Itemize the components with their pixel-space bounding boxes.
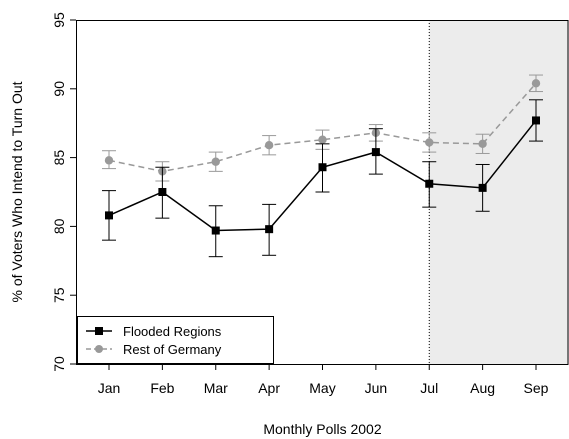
data-point: [531, 79, 541, 88]
legend-box: [77, 316, 274, 364]
data-point: [158, 188, 167, 196]
y-axis: 70 75 80 85 90 95: [51, 12, 76, 372]
y-tick-label-70: 70: [51, 356, 67, 372]
legend-marker: [95, 327, 103, 335]
y-tick-label-85: 85: [51, 150, 67, 166]
x-tick-label-Apr: Apr: [258, 380, 280, 396]
data-point: [265, 225, 274, 234]
y-tick-label-75: 75: [51, 287, 67, 303]
series-layer: [102, 74, 543, 258]
y-tick-label-80: 80: [51, 218, 67, 234]
legend-item-flooded-regions: Flooded Regions: [86, 324, 222, 339]
legend: Flooded Regions Rest of Germany: [77, 316, 274, 364]
data-point: [425, 138, 434, 147]
series-line: [108, 82, 537, 173]
x-tick-label-May: May: [309, 380, 335, 396]
x-tick-label-Jun: Jun: [365, 380, 388, 396]
x-tick-label-Mar: Mar: [204, 380, 228, 396]
x-tick-label-Feb: Feb: [150, 380, 174, 396]
legend-item-rest-of-germany: Rest of Germany: [86, 342, 222, 357]
data-point: [104, 156, 114, 165]
data-point: [478, 139, 487, 149]
data-point: [371, 148, 380, 157]
data-point: [211, 157, 220, 166]
x-tick-label-Jul: Jul: [420, 380, 438, 396]
data-point: [105, 211, 113, 220]
y-axis-title: % of Voters Who Intend to Turn Out: [9, 81, 25, 302]
x-tick-label-Jan: Jan: [98, 380, 121, 396]
data-point: [532, 116, 540, 125]
data-point: [478, 183, 487, 192]
data-point: [318, 135, 327, 144]
data-point: [211, 226, 220, 235]
legend-label: Rest of Germany: [123, 342, 222, 357]
data-point: [264, 141, 274, 150]
legend-marker: [95, 345, 103, 353]
legend-label: Flooded Regions: [123, 324, 222, 339]
shaded-region: [429, 20, 569, 364]
x-axis: Jan Feb Mar Apr May Jun Jul Aug Sep: [98, 364, 549, 396]
data-point: [318, 163, 327, 172]
x-axis-title: Monthly Polls 2002: [263, 421, 382, 437]
data-point: [425, 179, 434, 188]
series-rest-of-germany: [102, 74, 543, 182]
y-tick-label-95: 95: [51, 12, 67, 28]
legend-entries: Flooded Regions Rest of Germany: [86, 324, 222, 357]
series-flooded-regions: [102, 99, 543, 258]
y-tick-label-90: 90: [51, 81, 67, 97]
x-tick-label-Sep: Sep: [524, 380, 549, 396]
x-tick-label-Aug: Aug: [470, 380, 495, 396]
